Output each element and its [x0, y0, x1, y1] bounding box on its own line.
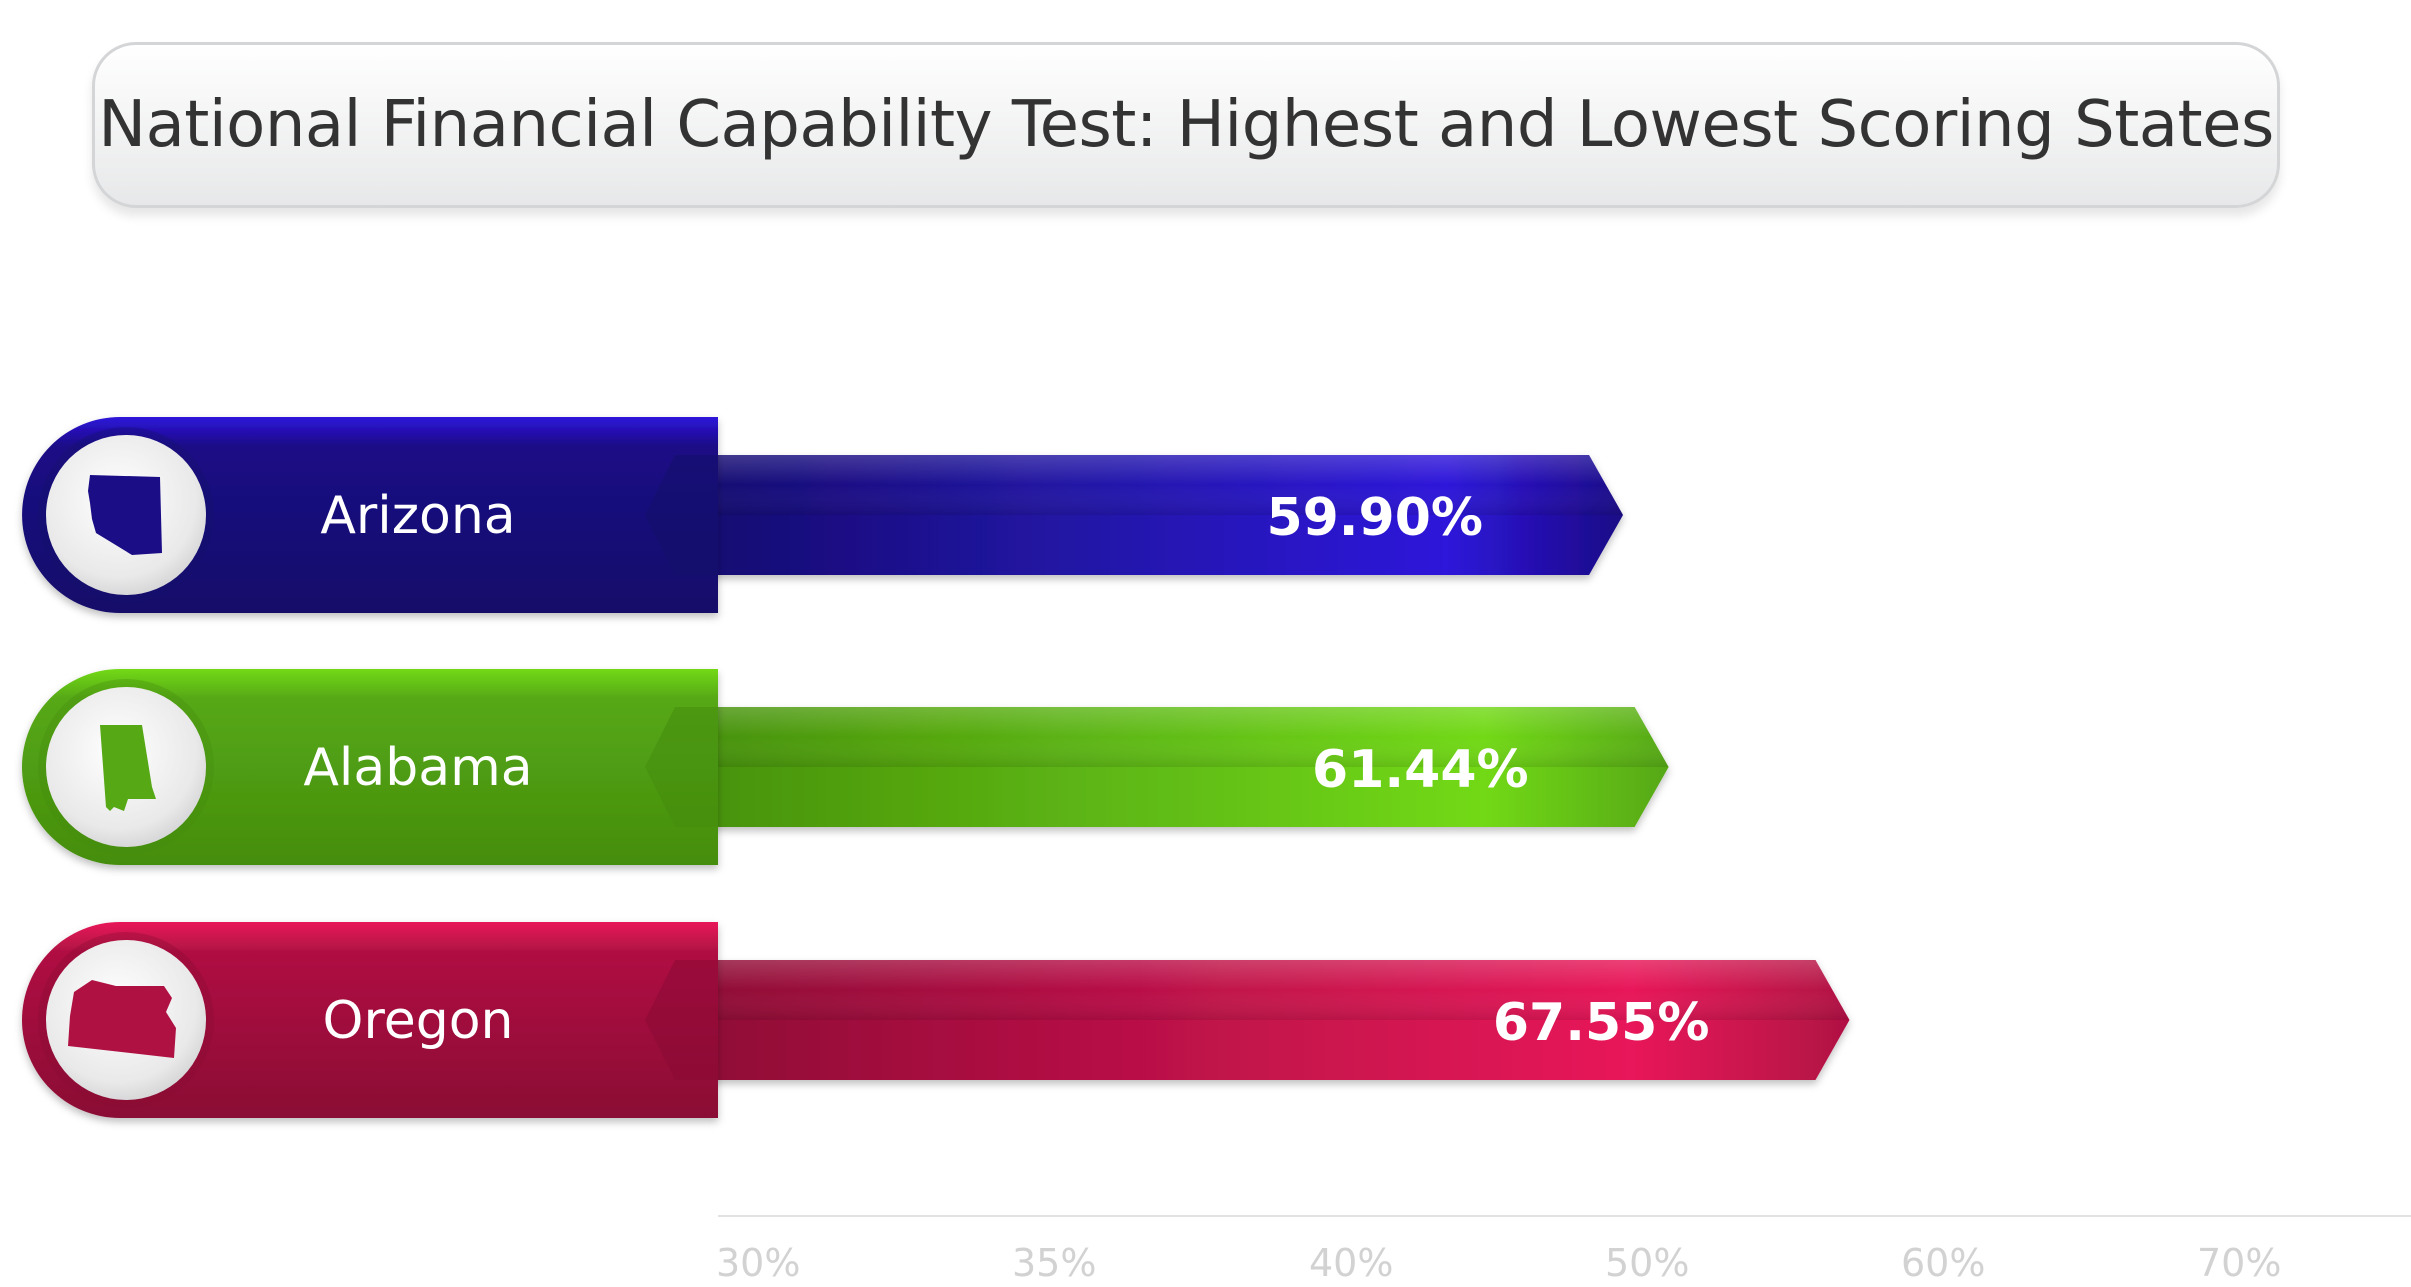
- bar-gloss: [645, 960, 1850, 1020]
- chart-title: National Financial Capability Test: High…: [98, 88, 2274, 162]
- bar-row-oregon: Oregon 67.55%: [22, 922, 1850, 1118]
- oregon-state-icon: [68, 980, 176, 1058]
- x-tick-label: 50%: [1605, 1241, 1689, 1285]
- tab-notch: [645, 707, 718, 827]
- x-tick-label: 40%: [1309, 1241, 1393, 1285]
- alabama-state-icon: [100, 725, 156, 811]
- x-tick-label: 60%: [1901, 1241, 1985, 1285]
- chart-title-box: National Financial Capability Test: High…: [92, 42, 2280, 208]
- category-tab: [22, 417, 718, 613]
- tab-notch: [645, 960, 718, 1080]
- category-label: Alabama: [303, 738, 532, 798]
- value-label: 61.44%: [1312, 740, 1529, 800]
- tab-notch: [645, 455, 718, 575]
- bar-row-alabama: Alabama 61.44%: [22, 669, 1669, 865]
- category-tab: [22, 922, 718, 1118]
- value-label: 59.90%: [1266, 488, 1483, 548]
- arizona-state-icon: [88, 475, 162, 555]
- category-tab: [22, 669, 718, 865]
- value-label: 67.55%: [1493, 993, 1710, 1053]
- bar-gloss: [645, 455, 1624, 515]
- x-axis: 30% 35% 40% 50% 60% 70%: [716, 1215, 2411, 1285]
- x-tick-label: 35%: [1012, 1241, 1096, 1285]
- x-tick-label: 70%: [2197, 1241, 2281, 1285]
- bar-gloss: [645, 707, 1669, 767]
- x-tick-label: 30%: [716, 1241, 800, 1285]
- bar-row-arizona: Arizona 59.90%: [22, 417, 1624, 613]
- bar-rows: Arizona 59.90% Alabama 61.44% Oregon 67.55%: [22, 417, 1850, 1118]
- category-label: Arizona: [320, 486, 515, 546]
- category-label: Oregon: [323, 991, 514, 1051]
